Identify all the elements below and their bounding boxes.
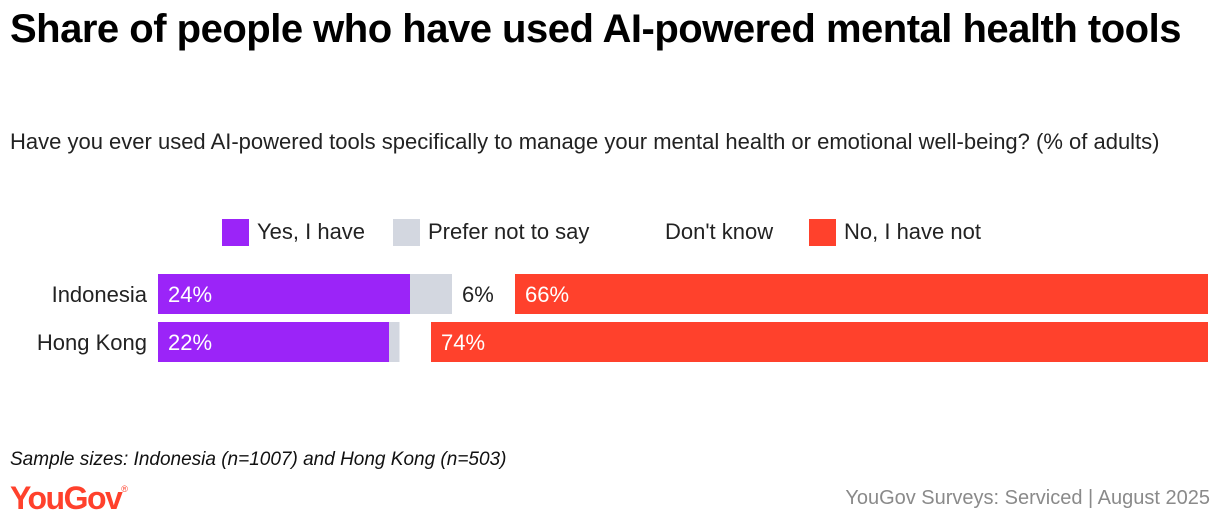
legend-item-yes: Yes, I have — [222, 216, 365, 248]
bar-indonesia-prefer-not-to-say — [410, 274, 452, 314]
category-label-hong-kong: Hong Kong — [37, 330, 147, 355]
data-label-indonesia-no-i-have-not: 66% — [525, 282, 569, 307]
bar-hong-kong-yes-i-have — [158, 322, 389, 362]
legend-item-dont-know: Don't know — [630, 216, 773, 248]
data-label-indonesia-yes-i-have: 24% — [168, 282, 212, 307]
data-label-hong-kong-yes-i-have: 22% — [168, 330, 212, 355]
legend-label-no: No, I have not — [844, 219, 981, 244]
sample-size-note: Sample sizes: Indonesia (n=1007) and Hon… — [10, 449, 507, 470]
yougov-logo: YouGov® — [10, 480, 128, 516]
bar-hong-kong-prefer-not-to-say — [389, 322, 400, 362]
category-label-indonesia: Indonesia — [52, 282, 148, 307]
stacked-bar-chart: Indonesia 24% 6% 66% Hong Kong 22% 74% — [37, 274, 1208, 362]
bar-indonesia-no-i-have-not — [515, 274, 1208, 314]
legend: Yes, I have Prefer not to say Don't know… — [0, 216, 1220, 248]
data-label-indonesia-don-t-know: 6% — [462, 282, 494, 307]
bar-indonesia-don-t-know — [452, 274, 515, 314]
legend-label-yes: Yes, I have — [257, 219, 366, 244]
legend-label-prefer-not-to-say: Prefer not to say — [428, 219, 590, 244]
legend-item-no: No, I have not — [809, 216, 981, 248]
data-label-hong-kong-no-i-have-not: 74% — [441, 330, 485, 355]
bar-hong-kong-no-i-have-not — [431, 322, 1208, 362]
legend-swatch-no — [809, 218, 836, 246]
legend-swatch-yes — [222, 218, 249, 246]
bar-hong-kong-don-t-know — [399, 322, 431, 362]
chart-title: Share of people who have used AI-powered… — [10, 7, 1181, 51]
chart-subtitle: Have you ever used AI-powered tools spec… — [10, 129, 1160, 154]
source-note: YouGov Surveys: Serviced | August 2025 — [845, 487, 1210, 509]
legend-swatch-dont-know — [630, 218, 657, 246]
legend-item-prefer-not-to-say: Prefer not to say — [393, 216, 589, 248]
bar-indonesia-yes-i-have — [158, 274, 410, 314]
legend-swatch-prefer-not-to-say — [393, 218, 420, 246]
legend-label-dont-know: Don't know — [665, 219, 774, 244]
